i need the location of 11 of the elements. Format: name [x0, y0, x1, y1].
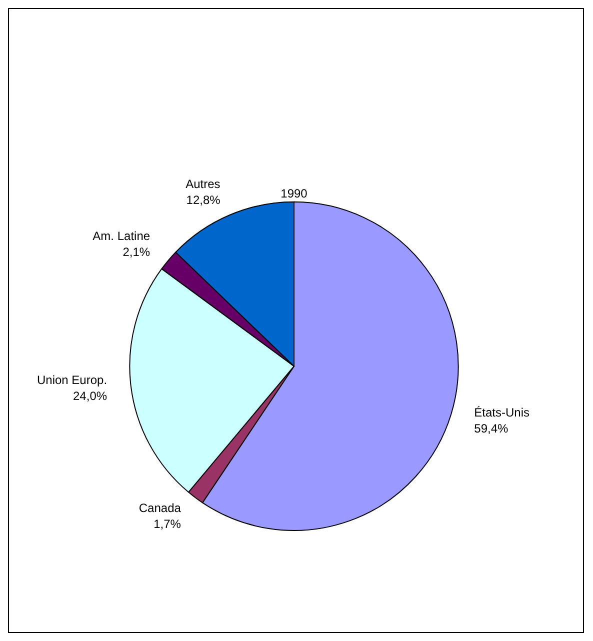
slice-label: Autres [186, 177, 220, 192]
data-label: 24,0% [73, 388, 108, 403]
text: 1990 [280, 186, 308, 201]
slice-label: États-Unis [474, 405, 530, 420]
slice-label: Canada [138, 501, 182, 516]
data-label: 2,1% [122, 245, 150, 260]
data-label: 1,7% [154, 517, 182, 532]
slice-label: Am. Latine [92, 229, 150, 244]
data-label: 59,4% [474, 421, 509, 436]
data-label: 12,8% [186, 193, 221, 208]
slice-label: Union Europ. [36, 372, 108, 387]
